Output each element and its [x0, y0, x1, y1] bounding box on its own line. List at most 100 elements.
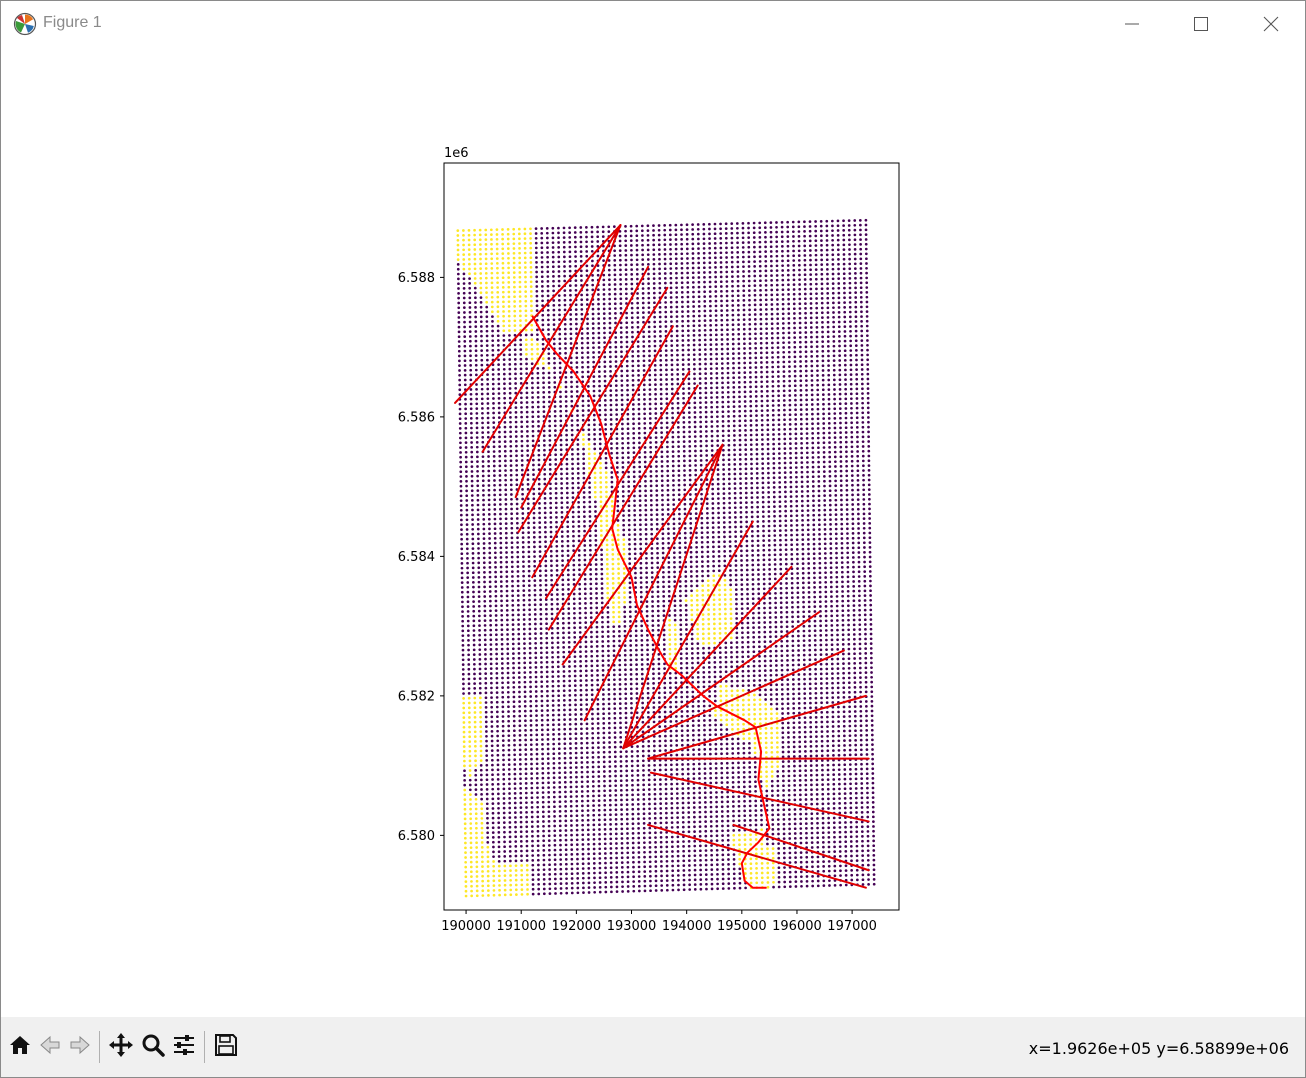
- scatter-point: [509, 449, 513, 453]
- scatter-point: [502, 314, 505, 318]
- scatter-point: [771, 375, 775, 379]
- scatter-point: [861, 435, 865, 439]
- scatter-point: [854, 291, 857, 295]
- scatter-point: [805, 403, 809, 407]
- figure-canvas[interactable]: 190000 191000 192000 193000 194000 195000 1960…: [1, 47, 1305, 1015]
- scatter-point: [459, 475, 463, 478]
- scatter-point: [519, 357, 523, 361]
- scatter-point: [750, 477, 754, 480]
- scatter-point: [721, 434, 725, 438]
- scatter-point: [794, 427, 798, 431]
- scatter-point: [625, 345, 629, 349]
- scatter-point: [781, 283, 785, 287]
- scatter-point: [557, 246, 561, 249]
- scatter-point: [543, 501, 547, 505]
- scatter-point: [823, 489, 826, 493]
- scatter-point: [462, 291, 466, 295]
- scatter-point: [722, 497, 726, 500]
- minimize-button[interactable]: [1097, 1, 1167, 47]
- scatter-point: [770, 327, 774, 330]
- scatter-point: [487, 498, 491, 502]
- scatter-point: [828, 426, 831, 430]
- scatter-point: [845, 503, 849, 507]
- scatter-point: [725, 285, 729, 288]
- scatter-point: [565, 467, 569, 471]
- scatter-point: [715, 386, 719, 390]
- scatter-point: [496, 315, 500, 318]
- scatter-point: [588, 481, 591, 485]
- scatter-point: [683, 478, 686, 482]
- scatter-point: [507, 305, 511, 308]
- scatter-plot[interactable]: 190000 191000 192000 193000 194000 195000 1960…: [1, 47, 1305, 1015]
- scatter-point: [526, 458, 530, 462]
- scatter-point: [809, 282, 813, 286]
- scatter-point: [590, 249, 594, 253]
- scatter-point: [547, 390, 551, 394]
- scatter-point: [714, 323, 718, 327]
- scatter-point: [486, 416, 490, 420]
- scatter-point: [761, 505, 765, 509]
- scatter-point: [709, 309, 712, 313]
- scatter-point: [663, 257, 667, 261]
- scatter-point: [754, 395, 758, 398]
- scatter-point: [787, 350, 791, 354]
- scatter-point: [468, 286, 472, 290]
- scatter-point: [508, 382, 512, 385]
- scatter-point: [754, 342, 757, 345]
- maximize-button[interactable]: [1166, 1, 1236, 47]
- scatter-point: [864, 218, 868, 222]
- scatter-point: [817, 508, 821, 512]
- scatter-point: [626, 379, 629, 382]
- scatter-point: [542, 410, 546, 413]
- scatter-point: [613, 287, 617, 291]
- scatter-point: [726, 390, 730, 394]
- scatter-point: [656, 537, 659, 541]
- scatter-point: [558, 342, 562, 346]
- scatter-point: [555, 544, 559, 548]
- scatter-point: [481, 426, 484, 430]
- scatter-point: [827, 373, 831, 377]
- scatter-point: [722, 472, 726, 476]
- scatter-point: [804, 369, 808, 373]
- scatter-point: [861, 392, 864, 395]
- scatter-point: [834, 479, 837, 483]
- scatter-point: [540, 231, 544, 235]
- close-button[interactable]: [1236, 1, 1306, 47]
- scatter-point: [526, 434, 529, 438]
- scatter-point: [821, 325, 824, 329]
- scatter-point: [849, 344, 853, 348]
- scatter-point: [691, 276, 695, 279]
- scatter-point: [725, 256, 728, 259]
- scatter-point: [671, 421, 675, 425]
- scatter-point: [462, 287, 466, 290]
- scatter-point: [488, 546, 492, 550]
- scatter-point: [730, 241, 734, 245]
- scatter-point: [571, 452, 574, 456]
- scatter-point: [860, 372, 864, 376]
- scatter-point: [693, 435, 697, 438]
- scatter-point: [806, 504, 810, 508]
- scatter-point: [781, 302, 785, 306]
- scatter-point: [769, 245, 773, 249]
- scatter-point: [585, 250, 589, 253]
- scatter-point: [558, 347, 562, 350]
- scatter-point: [739, 511, 743, 514]
- scatter-point: [581, 418, 585, 422]
- scatter-point: [488, 522, 491, 526]
- scatter-point: [624, 263, 628, 267]
- scatter-point: [541, 284, 544, 288]
- scatter-point: [756, 496, 759, 499]
- scatter-point: [514, 391, 518, 395]
- scatter-point: [458, 417, 462, 421]
- scatter-point: [486, 421, 490, 425]
- scatter-point: [800, 427, 803, 431]
- scatter-point: [514, 372, 517, 376]
- scatter-point: [704, 410, 708, 414]
- scatter-point: [647, 330, 651, 334]
- title-bar[interactable]: Figure 1: [1, 1, 1305, 47]
- scatter-point: [631, 335, 634, 339]
- scatter-point: [571, 467, 574, 471]
- scatter-point: [504, 488, 508, 492]
- scatter-point: [639, 528, 642, 531]
- scatter-point: [688, 473, 692, 477]
